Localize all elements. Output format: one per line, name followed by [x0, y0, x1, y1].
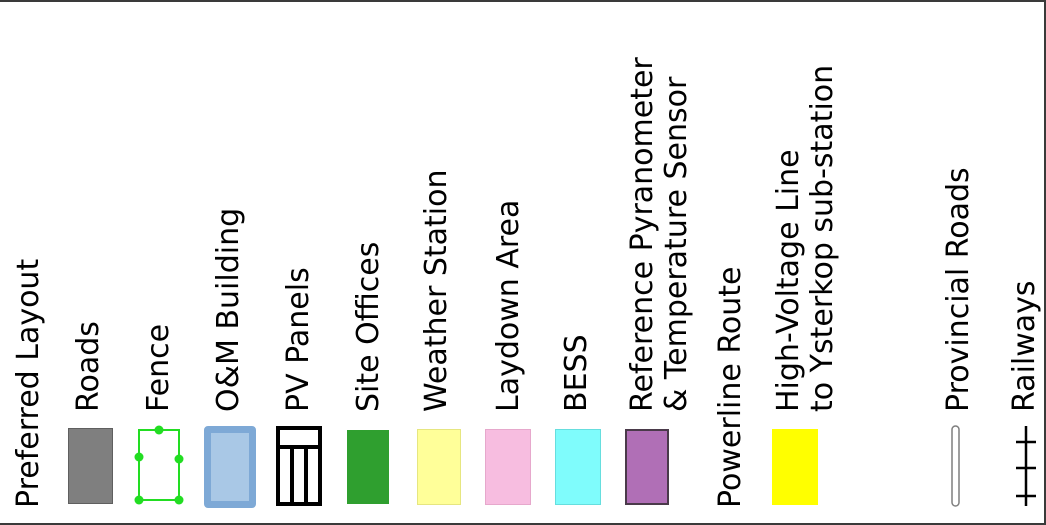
legend-label-provincial-roads: Provincial Roads: [941, 167, 976, 412]
legend-label-bess: BESS: [559, 334, 594, 412]
reference-pyranometer-swatch: [625, 429, 669, 505]
pv-panel-icon: [276, 426, 322, 506]
weather-station-swatch: [417, 429, 461, 505]
hv-line-swatch: [772, 429, 818, 505]
provincial-road-icon: [951, 425, 960, 507]
site-offices-swatch: [347, 430, 389, 504]
fence-icon: [134, 425, 184, 505]
legend-label-fence: Fence: [141, 323, 176, 412]
laydown-area-swatch: [485, 429, 531, 505]
legend-label-pv-panels: PV Panels: [281, 267, 316, 412]
legend-label-roads: Roads: [71, 321, 106, 412]
legend-label-site-offices: Site Offices: [351, 241, 386, 412]
legend-label-weather-station: Weather Station: [419, 169, 454, 412]
legend-label-laydown-area: Laydown Area: [491, 199, 526, 412]
legend-label-powerline-route: Powerline Route: [713, 266, 748, 508]
legend-label-om-building: O&M Building: [211, 207, 246, 412]
legend-label-reference-pyranometer: Reference Pyranometer & Temperature Sens…: [625, 57, 694, 412]
legend-label-hv-line: High-Voltage Line to Ysterkop sub-statio…: [771, 64, 840, 412]
bess-swatch: [555, 429, 601, 505]
legend-title-text: Preferred Layout: [11, 258, 46, 508]
om-building-swatch: [204, 426, 256, 508]
legend-title: Preferred Layout: [11, 258, 46, 508]
roads-swatch: [68, 428, 113, 504]
railway-icon: [1016, 426, 1036, 506]
legend-label-railways: Railways: [1007, 280, 1042, 412]
